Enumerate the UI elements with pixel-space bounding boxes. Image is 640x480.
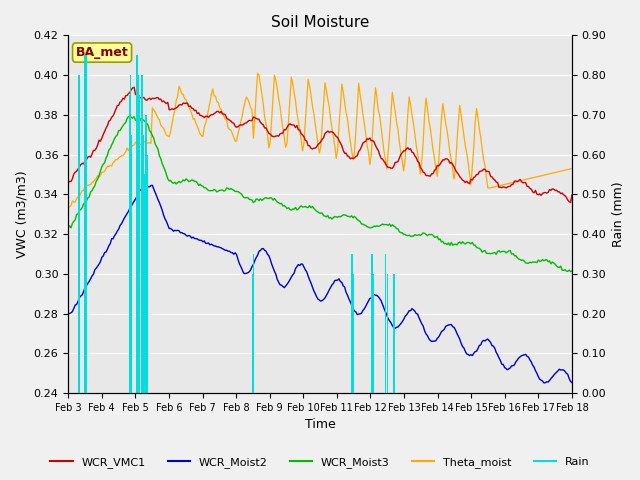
- Bar: [147, 155, 148, 393]
- Bar: [373, 274, 374, 393]
- Bar: [253, 254, 254, 393]
- Bar: [86, 55, 87, 393]
- Bar: [129, 95, 130, 393]
- X-axis label: Time: Time: [305, 419, 335, 432]
- Bar: [84, 55, 86, 393]
- Bar: [387, 274, 388, 393]
- Bar: [131, 135, 132, 393]
- Bar: [136, 55, 138, 393]
- Y-axis label: VWC (m3/m3): VWC (m3/m3): [15, 170, 28, 258]
- Bar: [351, 254, 353, 393]
- Bar: [142, 135, 144, 393]
- Bar: [394, 274, 395, 393]
- Bar: [385, 254, 386, 393]
- Bar: [252, 274, 253, 393]
- Bar: [145, 115, 147, 393]
- Y-axis label: Rain (mm): Rain (mm): [612, 181, 625, 247]
- Text: BA_met: BA_met: [76, 46, 129, 59]
- Legend: WCR_VMC1, WCR_Moist2, WCR_Moist3, Theta_moist, Rain: WCR_VMC1, WCR_Moist2, WCR_Moist3, Theta_…: [46, 452, 594, 472]
- Bar: [353, 274, 355, 393]
- Bar: [130, 75, 131, 393]
- Bar: [139, 95, 140, 393]
- Bar: [141, 75, 143, 393]
- Bar: [144, 174, 145, 393]
- Title: Soil Moisture: Soil Moisture: [271, 15, 369, 30]
- Bar: [371, 254, 372, 393]
- Bar: [79, 75, 80, 393]
- Bar: [138, 75, 139, 393]
- Bar: [77, 75, 79, 393]
